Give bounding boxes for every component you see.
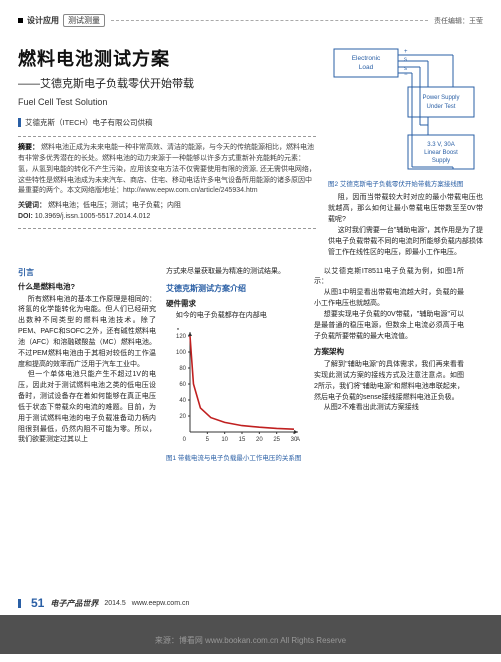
svg-text:20: 20 bbox=[256, 437, 263, 443]
svg-text:100: 100 bbox=[176, 350, 187, 356]
doi-label: DOI: bbox=[18, 213, 33, 220]
doi-text: 10.3969/j.issn.1005-5517.2014.4.012 bbox=[35, 213, 151, 220]
subcategory: 测试测量 bbox=[63, 14, 105, 27]
kw-label: 关键词： bbox=[18, 202, 46, 209]
svg-text:5: 5 bbox=[206, 437, 210, 443]
doi-row: DOI: 10.3969/j.issn.1005-5517.2014.4.012 bbox=[18, 213, 316, 220]
title-cn: 燃料电池测试方案 bbox=[18, 45, 316, 71]
spacer bbox=[111, 20, 428, 21]
svg-text:80: 80 bbox=[179, 366, 186, 372]
c3p4: 从图1中明显看出带载电流越大时，负载的最小工作电压也就越高。 bbox=[314, 288, 464, 310]
topbar: 设计应用 测试测量 责任编辑：王莹 bbox=[18, 14, 483, 27]
col2: 方式来尽量获取最为精准的测试结果。 艾德克斯测试方案介绍 硬件需求 如今的电子负… bbox=[166, 267, 304, 464]
divider2 bbox=[18, 228, 316, 229]
c1-head: 引言 bbox=[18, 267, 156, 279]
c3p5: 想要实现电子负载的0V带载，"辅助电源"可以是最普通的稳压电源，但数余上电流必须… bbox=[314, 310, 464, 343]
svg-text:0: 0 bbox=[183, 437, 187, 443]
fig2-caption: 图2 艾德克斯电子负载零伏开始带载方案接线图 bbox=[328, 181, 483, 189]
circuit-diagram: Electronic Load Power Supply Under Test … bbox=[328, 43, 483, 178]
c3-sub2: 方案架构 bbox=[314, 346, 464, 358]
abstract-label: 摘要： bbox=[18, 144, 39, 151]
svg-text:−: − bbox=[404, 72, 408, 78]
c3p1: 阻，因而当带载较大时对应的最小带载电压也就越高，那么如何让最小带载电压带数至至0… bbox=[328, 193, 483, 226]
svg-text:15: 15 bbox=[239, 437, 246, 443]
col1: 引言 什么是燃料电池? 所有燃料电池的基本工作原理是相同的：将氢的化学能转化为电… bbox=[18, 267, 156, 464]
editor: 责任编辑：王莹 bbox=[434, 16, 483, 26]
bar-icon bbox=[18, 118, 21, 127]
author: 艾德克斯（ITECH）电子有限公司供稿 bbox=[25, 117, 153, 128]
svg-text:120: 120 bbox=[176, 334, 187, 340]
foot-bar-icon bbox=[18, 599, 21, 608]
svg-text:Electronic: Electronic bbox=[352, 55, 381, 62]
svg-text:60: 60 bbox=[179, 382, 186, 388]
author-line: 艾德克斯（ITECH）电子有限公司供稿 bbox=[18, 117, 316, 128]
c1p1: 所有燃料电池的基本工作原理是相同的：将氢的化学能转化为电能。但人们已经研究出数种… bbox=[18, 295, 156, 371]
watermark: 来源：博看网 www.bookan.com.cn All Rights Rese… bbox=[0, 615, 501, 654]
fig1-caption: 图1 带载电流与电子负载最小工作电压的关系图 bbox=[166, 455, 304, 463]
c3p2: 这时我们需要一台"辅助电源"，其作用是为了提供电子负载带载不同的电流时所能够负载… bbox=[328, 226, 483, 259]
dot-icon bbox=[18, 18, 23, 23]
c2-head: 艾德克斯测试方案介绍 bbox=[166, 283, 304, 295]
svg-text:A: A bbox=[296, 437, 300, 443]
page: 设计应用 测试测量 责任编辑：王莹 燃料电池测试方案 ——艾德克斯电子负载零伏开… bbox=[0, 0, 501, 662]
svg-text:Load: Load bbox=[359, 64, 374, 71]
abstract-text: 燃料电池正成为未来电能一种非常高效、清洁的能源，与今天的传统能源相比，燃料电池有… bbox=[18, 144, 316, 194]
title-block: 燃料电池测试方案 ——艾德克斯电子负载零伏开始带载 Fuel Cell Test… bbox=[18, 45, 316, 107]
svg-text:Under Test: Under Test bbox=[427, 104, 456, 110]
svg-text:Linear Boost: Linear Boost bbox=[424, 150, 458, 156]
c3p3: 以艾德克斯IT8511电子负载为例，如图1所示： bbox=[314, 267, 464, 289]
divider bbox=[18, 136, 316, 137]
svg-text:40: 40 bbox=[179, 398, 186, 404]
c3p6: 了解到"辅助电源"的具体需求，我们再来看看实现此测试方案的接线方式及注意注意点。… bbox=[314, 360, 464, 403]
svg-text:10: 10 bbox=[221, 437, 228, 443]
footer-url: www.eepw.com.cn bbox=[132, 600, 190, 607]
c2-sub: 硬件需求 bbox=[166, 298, 304, 310]
svg-text:3.3 V, 30A: 3.3 V, 30A bbox=[427, 142, 454, 148]
svg-text:s: s bbox=[404, 57, 407, 63]
c2p1: 如今的电子负载都存在内部电 bbox=[166, 311, 304, 322]
svg-text:20: 20 bbox=[179, 414, 186, 420]
svg-text:Supply: Supply bbox=[432, 158, 450, 164]
svg-text:+: + bbox=[404, 49, 408, 55]
svg-text:25: 25 bbox=[273, 437, 280, 443]
c1-sub: 什么是燃料电池? bbox=[18, 281, 156, 293]
title-en: Fuel Cell Test Solution bbox=[18, 97, 316, 107]
c1p2: 但一个单体电池只能产生不超过1V的电压，因此对于测试燃料电池之类的低电压设备时，… bbox=[18, 370, 156, 446]
col3: 以艾德克斯IT8511电子负载为例，如图1所示： 从图1中明显看出带载电流越大时… bbox=[314, 267, 464, 464]
body-columns: 引言 什么是燃料电池? 所有燃料电池的基本工作原理是相同的：将氢的化学能转化为电… bbox=[18, 267, 483, 464]
c3p7: 从图2不难看出此测试方案接线 bbox=[314, 403, 464, 414]
footer-logo: 电子产品世界 bbox=[50, 598, 98, 609]
footer-issue: 2014.5 bbox=[104, 600, 125, 607]
page-number: 51 bbox=[31, 596, 44, 610]
abstract: 摘要： 燃料电池正成为未来电能一种非常高效、清洁的能源，与今天的传统能源相比，燃… bbox=[18, 143, 316, 197]
footer: 51 电子产品世界 2014.5 www.eepw.com.cn bbox=[18, 596, 483, 610]
chart-fig1: 20406080100120V51015202530A0 bbox=[166, 328, 304, 453]
kw-text: 燃料电池；低电压；测试；电子负载；内阻 bbox=[48, 202, 181, 209]
c2p0: 方式来尽量获取最为精准的测试结果。 bbox=[166, 267, 304, 278]
svg-text:Power Supply: Power Supply bbox=[422, 95, 459, 101]
subtitle-cn: ——艾德克斯电子负载零伏开始带载 bbox=[18, 75, 316, 91]
category: 设计应用 bbox=[27, 15, 59, 26]
keywords-row: 关键词： 燃料电池；低电压；测试；电子负载；内阻 bbox=[18, 200, 316, 210]
svg-text:V: V bbox=[176, 328, 180, 332]
